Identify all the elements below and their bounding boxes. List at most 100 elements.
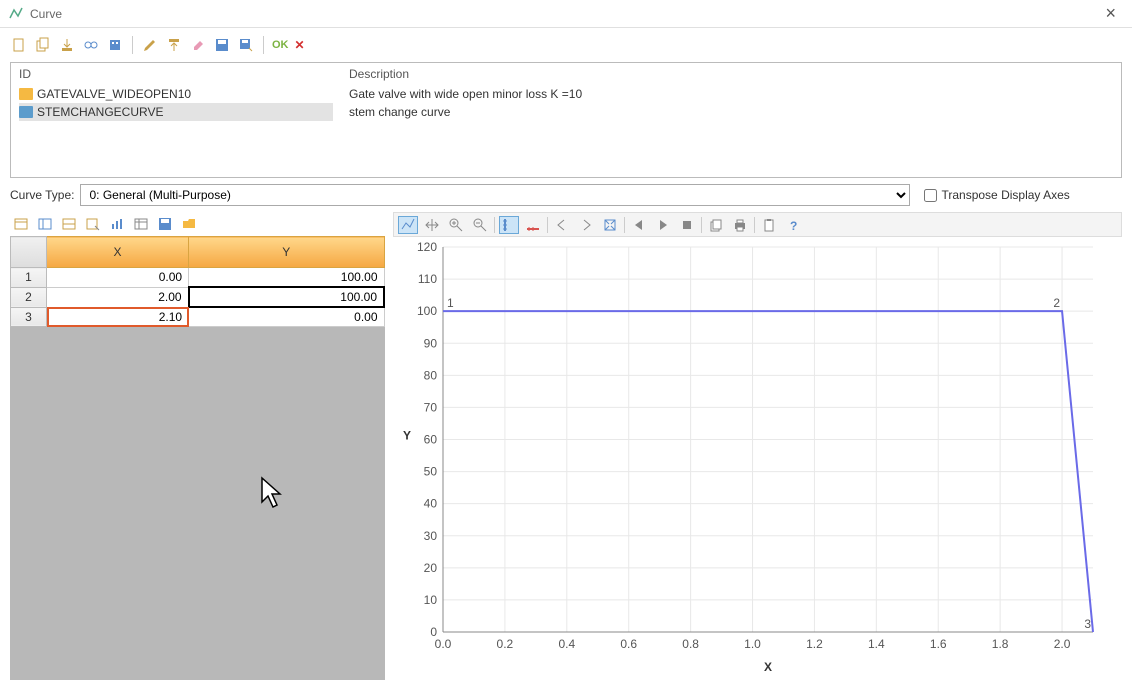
curve-list-item[interactable]: STEMCHANGECURVE: [19, 103, 333, 121]
clipboard-icon[interactable]: [759, 216, 779, 234]
table-tool-1-icon[interactable]: [12, 216, 30, 232]
toolbar-separator: [494, 217, 495, 233]
table-tool-6-icon[interactable]: [132, 216, 150, 232]
title-bar: Curve ×: [0, 0, 1132, 28]
table-tool-4-icon[interactable]: [84, 216, 102, 232]
svg-text:2.0: 2.0: [1054, 637, 1071, 651]
svg-text:80: 80: [424, 368, 438, 382]
table-pane: XY 10.00100.0022.00100.0032.100.00: [10, 212, 385, 680]
close-button[interactable]: ×: [1097, 3, 1124, 24]
transpose-checkbox-wrap[interactable]: Transpose Display Axes: [924, 188, 1069, 202]
id-column: ID GATEVALVE_WIDEOPEN10STEMCHANGECURVE: [11, 63, 341, 177]
transpose-label: Transpose Display Axes: [941, 188, 1069, 202]
folder-icon: [19, 106, 33, 118]
svg-text:120: 120: [417, 240, 437, 254]
curve-list-item[interactable]: GATEVALVE_WIDEOPEN10: [19, 85, 333, 103]
curve-item-desc: Gate valve with wide open minor loss K =…: [349, 85, 1113, 103]
svg-text:60: 60: [424, 433, 438, 447]
table-tool-3-icon[interactable]: [60, 216, 78, 232]
grid-cell[interactable]: 0.00: [189, 307, 384, 327]
chart-toolbar: ?: [393, 212, 1122, 237]
svg-text:Y: Y: [403, 429, 411, 443]
print-icon[interactable]: [730, 216, 750, 234]
svg-text:50: 50: [424, 465, 438, 479]
ruler-right-icon[interactable]: [576, 216, 596, 234]
stop-icon[interactable]: [677, 216, 697, 234]
data-grid[interactable]: XY 10.00100.0022.00100.0032.100.00: [10, 236, 385, 327]
grid-cell[interactable]: 0.00: [47, 268, 189, 288]
play-back-icon[interactable]: [629, 216, 649, 234]
settings-icon[interactable]: [106, 36, 124, 54]
svg-text:100: 100: [417, 304, 437, 318]
grid-row-number[interactable]: 3: [11, 307, 47, 327]
cancel-button[interactable]: ✕: [295, 38, 305, 52]
grid-cell[interactable]: 100.00: [189, 268, 384, 288]
main-toolbar: OK ✕: [0, 28, 1132, 62]
table-chart-icon[interactable]: [108, 216, 126, 232]
grid-column-header[interactable]: Y: [189, 237, 384, 268]
svg-text:2: 2: [1053, 296, 1060, 310]
fit-icon[interactable]: [600, 216, 620, 234]
link-icon[interactable]: [82, 36, 100, 54]
grid-cell[interactable]: 2.00: [47, 287, 189, 307]
transpose-checkbox[interactable]: [924, 189, 937, 202]
toolbar-separator: [547, 217, 548, 233]
svg-text:1.6: 1.6: [930, 637, 947, 651]
curve-type-row: Curve Type: 0: General (Multi-Purpose) T…: [0, 178, 1132, 212]
table-save-icon[interactable]: [156, 216, 174, 232]
import-icon[interactable]: [58, 36, 76, 54]
svg-text:20: 20: [424, 561, 438, 575]
svg-text:0.2: 0.2: [497, 637, 514, 651]
erase-icon[interactable]: [189, 36, 207, 54]
svg-text:0.6: 0.6: [620, 637, 637, 651]
curve-item-id: GATEVALVE_WIDEOPEN10: [37, 85, 191, 103]
toolbar-separator: [132, 36, 133, 54]
grid-cell[interactable]: 2.10: [47, 307, 189, 327]
new-icon[interactable]: [10, 36, 28, 54]
help-icon[interactable]: ?: [783, 216, 803, 234]
ok-button[interactable]: OK: [272, 39, 289, 51]
save-as-icon[interactable]: [237, 36, 255, 54]
table-open-icon[interactable]: [180, 216, 198, 232]
copy-chart-icon[interactable]: [706, 216, 726, 234]
play-fwd-icon[interactable]: [653, 216, 673, 234]
grid-row-number[interactable]: 1: [11, 268, 47, 288]
toolbar-separator: [701, 217, 702, 233]
svg-text:3: 3: [1084, 617, 1091, 631]
curve-type-select[interactable]: 0: General (Multi-Purpose): [80, 184, 910, 206]
svg-text:X: X: [764, 660, 772, 674]
grid-column-header[interactable]: X: [47, 237, 189, 268]
svg-text:40: 40: [424, 497, 438, 511]
chart-pane: ? 01020304050607080901001101200.00.20.40…: [393, 212, 1122, 680]
id-header: ID: [19, 67, 333, 81]
table-toolbar: [10, 212, 385, 236]
curve-list-panel: ID GATEVALVE_WIDEOPEN10STEMCHANGECURVE D…: [10, 62, 1122, 178]
svg-text:?: ?: [790, 219, 797, 233]
svg-text:0.8: 0.8: [682, 637, 699, 651]
grid-row-number[interactable]: 2: [11, 287, 47, 307]
svg-text:1.2: 1.2: [806, 637, 823, 651]
ruler-left-icon[interactable]: [552, 216, 572, 234]
svg-text:70: 70: [424, 400, 438, 414]
svg-text:10: 10: [424, 593, 438, 607]
curve-item-id: STEMCHANGECURVE: [37, 103, 163, 121]
toolbar-separator: [754, 217, 755, 233]
grid-corner: [11, 237, 47, 268]
zoom-in-icon[interactable]: [446, 216, 466, 234]
chart-pan-icon[interactable]: [422, 216, 442, 234]
curve-item-desc: stem change curve: [349, 103, 1113, 121]
axis-y-icon[interactable]: [499, 216, 519, 234]
svg-text:1: 1: [447, 296, 454, 310]
description-header: Description: [349, 67, 1113, 81]
table-tool-2-icon[interactable]: [36, 216, 54, 232]
chart-line-icon[interactable]: [398, 216, 418, 234]
grid-cell[interactable]: 100.00: [189, 287, 384, 307]
save-icon[interactable]: [213, 36, 231, 54]
edit-icon[interactable]: [141, 36, 159, 54]
toolbar-separator: [263, 36, 264, 54]
svg-text:90: 90: [424, 336, 438, 350]
export-icon[interactable]: [165, 36, 183, 54]
copy-icon[interactable]: [34, 36, 52, 54]
zoom-out-icon[interactable]: [470, 216, 490, 234]
axis-x-icon[interactable]: [523, 216, 543, 234]
